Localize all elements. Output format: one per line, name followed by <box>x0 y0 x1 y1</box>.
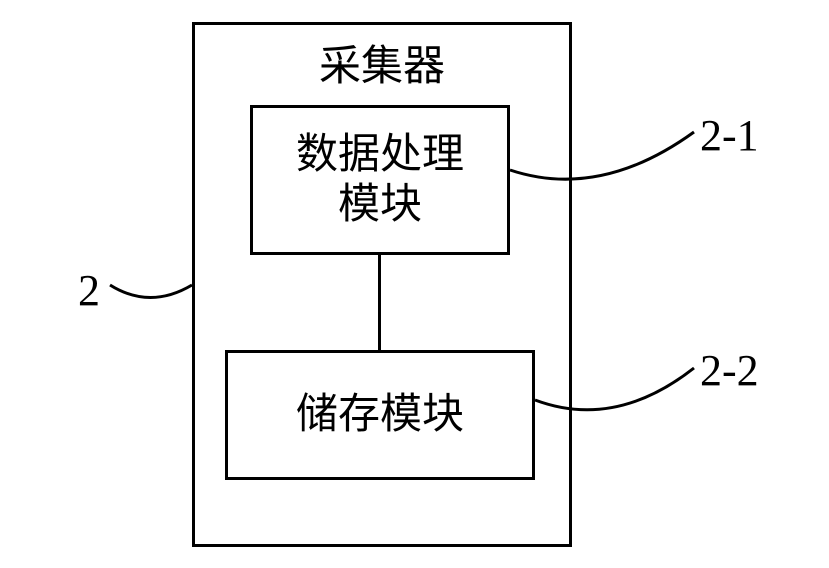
storage-label: 储存模块 <box>296 390 464 440</box>
callout-label-2: 2 <box>78 265 100 316</box>
data-processing-node: 数据处理 模块 <box>250 105 510 255</box>
callout-label-2-1: 2-1 <box>700 110 759 161</box>
data-processing-label-line2: 模块 <box>296 180 464 230</box>
data-processing-label-line1: 数据处理 <box>296 130 464 180</box>
container-title: 采集器 <box>192 32 572 93</box>
connector-vertical <box>378 255 381 350</box>
storage-node: 储存模块 <box>225 350 535 480</box>
callout-label-2-2: 2-2 <box>700 345 759 396</box>
